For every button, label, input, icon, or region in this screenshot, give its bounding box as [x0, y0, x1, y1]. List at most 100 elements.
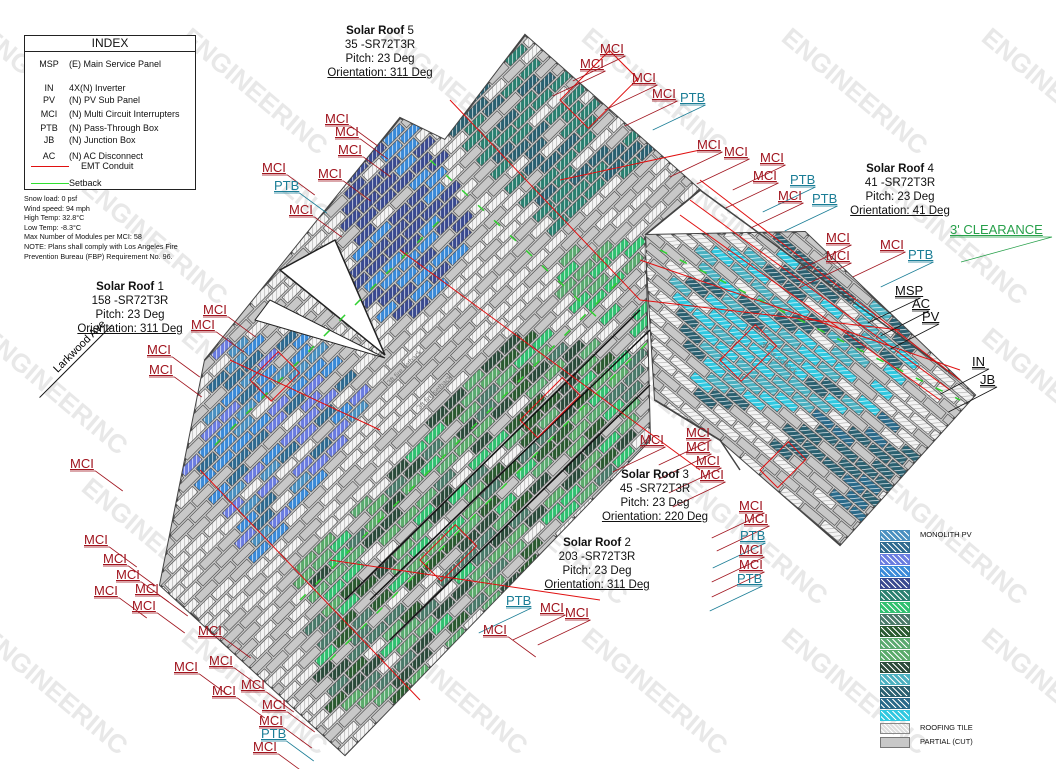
roof-tile	[684, 275, 709, 299]
roof-tile	[909, 412, 934, 435]
roof-tile	[541, 246, 566, 270]
roof-tile	[396, 376, 421, 401]
leader-line	[716, 525, 770, 552]
ridge-line	[644, 189, 961, 381]
roof-tile	[237, 493, 262, 518]
mci-callout: MCI	[70, 456, 94, 471]
roof-tile	[857, 473, 883, 497]
roof-tile	[672, 370, 698, 394]
roof-tile	[803, 376, 829, 399]
emt-conduit	[689, 199, 951, 391]
roof-tile	[334, 608, 359, 633]
roof-tile	[484, 317, 509, 342]
roof-tile	[168, 534, 193, 559]
roof-tile	[295, 422, 319, 446]
roof-tile	[305, 340, 330, 365]
roof-tile	[290, 454, 315, 479]
roof-tile	[825, 472, 850, 495]
roof-tile	[583, 416, 608, 441]
roof-tile	[446, 610, 470, 634]
index-row: MCI (N) Multi Circuit Interrupters	[25, 108, 195, 120]
roof-tile	[671, 291, 697, 314]
roof-tile	[367, 236, 391, 261]
roof-tile	[615, 172, 639, 197]
roof-tile	[427, 628, 452, 653]
roof-tile	[383, 234, 408, 259]
roof-tile	[316, 499, 341, 523]
roof-tile	[572, 258, 596, 282]
mci-callout: MCI	[198, 623, 222, 638]
index-desc: EMT Conduit	[81, 161, 134, 171]
roof-tile	[348, 383, 372, 407]
roof-tile	[280, 535, 304, 560]
roof-tile	[360, 413, 384, 438]
legend-swatch-pv	[880, 686, 910, 697]
mci-string-box	[419, 523, 478, 582]
roof-tile	[869, 378, 894, 402]
roof-orientation: Orientation: 311 Deg	[77, 323, 183, 335]
roof-tile	[391, 169, 416, 194]
roof-tile	[455, 417, 480, 441]
roof-tile	[251, 635, 275, 660]
leader-line	[209, 667, 262, 689]
roof-tile	[256, 347, 281, 371]
roof-label-1: Solar Roof 1 158 -SR72T3R Pitch: 23 Deg Ori…	[60, 280, 200, 336]
leader-line	[116, 581, 169, 603]
roof-tile	[792, 470, 817, 494]
mci-callout: MCI	[253, 739, 277, 754]
roof-tile	[391, 665, 415, 689]
roof-tile	[828, 488, 854, 511]
roof-tile	[549, 308, 574, 333]
roof-tile	[300, 501, 325, 525]
roof-tile	[372, 444, 396, 468]
roof-tile	[236, 381, 260, 406]
leader-line	[711, 571, 765, 598]
leader-line	[289, 216, 342, 238]
roof-tile	[814, 424, 840, 447]
roof-tile	[283, 631, 308, 656]
roof-tile	[767, 358, 793, 382]
leader-line	[262, 711, 315, 733]
roof-tile	[235, 509, 260, 534]
roof-tile	[662, 182, 686, 207]
roof-tile	[885, 379, 911, 403]
roof-tile	[481, 222, 505, 246]
roof-tile	[166, 550, 190, 575]
index-row: IN 4X(N) Inverter	[25, 82, 195, 94]
roof-tile	[456, 528, 481, 553]
roof-tile	[347, 511, 371, 535]
roof-tile	[856, 394, 882, 417]
roof-tile	[612, 316, 637, 341]
mci-string-box	[249, 351, 301, 402]
roof-tile	[540, 502, 565, 526]
ptb-callout: PTB	[740, 528, 766, 543]
roof-tile	[372, 683, 397, 708]
roof-tile	[292, 438, 317, 463]
roof-tile	[447, 354, 472, 378]
roof-tile	[601, 158, 625, 182]
roof-tile	[265, 649, 289, 674]
roof-tile	[833, 361, 858, 384]
roof-tile	[518, 424, 543, 449]
roof-tile	[519, 296, 543, 321]
roof-tile	[426, 149, 451, 173]
roof-tile	[252, 379, 277, 404]
roof-tile	[440, 163, 465, 187]
roof-tile	[357, 190, 381, 214]
roof-tile	[539, 390, 563, 414]
roof-tile	[164, 567, 188, 591]
roof-tile	[638, 121, 662, 146]
mci-callout: MCI	[325, 111, 349, 126]
roof-tile	[382, 490, 406, 515]
roof-tile	[452, 321, 476, 346]
leader-line	[798, 262, 852, 289]
legend-swatch-pv	[880, 542, 910, 553]
roof-tile	[433, 340, 458, 364]
roof-tile	[272, 473, 297, 497]
roof-tile	[442, 514, 467, 539]
roof-tile	[434, 579, 458, 604]
roof-number: 1	[157, 281, 164, 293]
mci-callout: MCI	[700, 467, 724, 482]
roof-tile	[246, 428, 270, 453]
roof-tile	[696, 403, 721, 426]
